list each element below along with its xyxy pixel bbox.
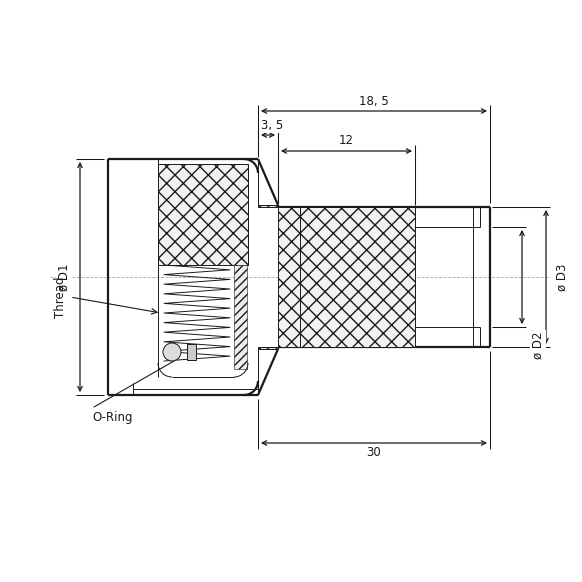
Text: 12: 12 — [339, 134, 354, 147]
Bar — [258, 205, 278, 207]
Text: 18, 5: 18, 5 — [359, 94, 389, 108]
Circle shape — [163, 343, 181, 361]
Text: ø D3: ø D3 — [555, 263, 569, 290]
Bar — [234, 265, 247, 369]
Bar — [300, 207, 415, 347]
Bar — [158, 164, 248, 265]
Text: ø D2: ø D2 — [531, 331, 545, 359]
Text: 30: 30 — [367, 446, 381, 460]
Bar — [258, 347, 278, 349]
Bar — [278, 207, 300, 347]
Text: Thread: Thread — [54, 276, 66, 318]
Text: 3, 5: 3, 5 — [261, 119, 283, 132]
Bar — [187, 344, 196, 360]
Text: O-Ring: O-Ring — [92, 410, 133, 424]
Text: ø D1: ø D1 — [58, 263, 70, 291]
